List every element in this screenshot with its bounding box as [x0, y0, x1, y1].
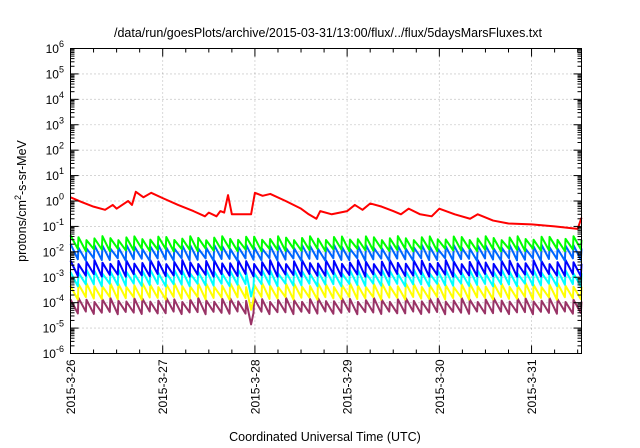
series-line-2: [69, 234, 583, 253]
x-tick-label: 2015-3-29: [341, 359, 355, 414]
y-tick-label: 100: [46, 192, 64, 209]
chart-title: /data/run/goesPlots/archive/2015-03-31/1…: [114, 26, 543, 40]
x-tick-labels: 2015-3-26 2015-3-27 2015-3-28 2015-3-29 2015…: [64, 359, 539, 414]
x-tick-label: 2015-3-30: [433, 359, 447, 414]
y-tick-label: 101: [46, 166, 64, 183]
series-line-5: [69, 268, 583, 298]
y-tick-label: 102: [46, 141, 64, 158]
series-layer: [69, 190, 583, 326]
x-tick-label: 2015-3-28: [248, 359, 262, 414]
y-tick-label: 10-5: [43, 319, 64, 336]
y-tick-label: 10-1: [43, 217, 64, 234]
y-tick-label: 104: [46, 90, 64, 107]
y-tick-label: 10-6: [43, 344, 64, 361]
series-line-6: [69, 282, 583, 311]
y-tick-label: 103: [46, 115, 64, 132]
y-tick-label: 105: [46, 64, 64, 81]
tick-marks: [70, 48, 582, 354]
x-tick-label: 2015-3-27: [156, 359, 170, 414]
grid-lines: [70, 48, 582, 354]
x-tick-label: 2015-3-31: [525, 359, 539, 414]
x-axis-label: Coordinated Universal Time (UTC): [229, 430, 421, 444]
y-tick-label: 106: [46, 39, 64, 56]
y-axis-label: protons/cm2-s-sr-MeV: [13, 139, 29, 261]
y-tick-labels: 106 105 104 103 102 101 100 10-1 10-2 10-3 10-4 10-…: [43, 39, 64, 361]
y-tick-label: 10-3: [43, 268, 64, 285]
y-tick-label: 10-2: [43, 242, 64, 259]
y-tick-label: 10-4: [43, 293, 64, 310]
series-line-1: [70, 190, 583, 230]
x-tick-label: 2015-3-26: [64, 359, 78, 414]
series-line-7: [69, 296, 583, 326]
